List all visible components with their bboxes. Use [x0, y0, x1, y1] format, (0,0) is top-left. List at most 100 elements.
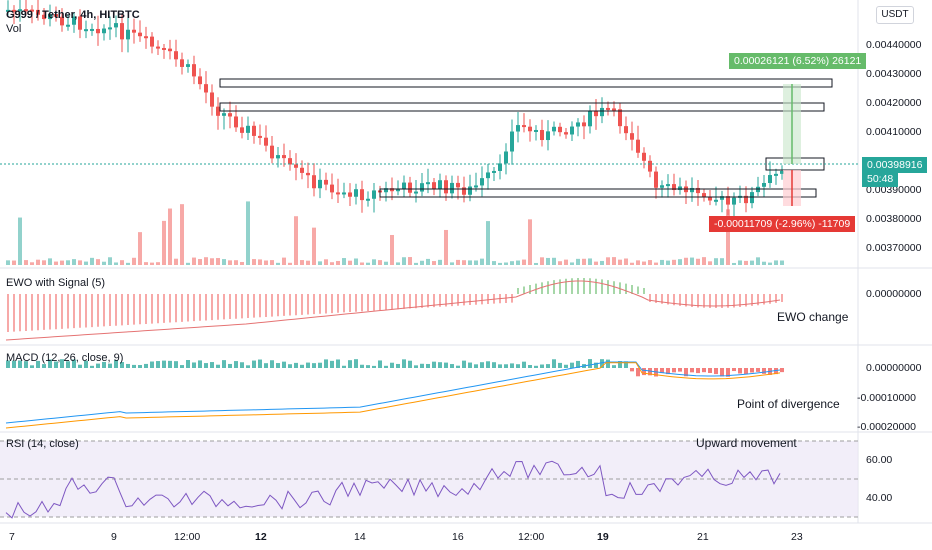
symbol-title: G999 / Tether, 4h, HITBTC	[6, 9, 140, 21]
volume-bar	[30, 262, 34, 265]
resistance-box	[219, 78, 833, 88]
volume-bar	[276, 262, 280, 265]
macd-bar	[348, 360, 352, 368]
candle	[648, 160, 652, 172]
volume-bar	[12, 260, 16, 265]
macd-bar	[720, 368, 724, 377]
volume-bar	[546, 257, 550, 265]
volume-bar	[708, 261, 712, 265]
volume-bar	[492, 261, 496, 265]
volume-bar	[666, 260, 670, 265]
current-price-tag: 0.00398916	[862, 157, 928, 173]
volume-bar	[336, 260, 340, 265]
volume-bar	[672, 259, 676, 265]
candle	[750, 192, 754, 204]
macd-bar	[324, 359, 328, 368]
macd-bar	[750, 368, 754, 373]
macd-bar	[444, 362, 448, 368]
volume-bar	[42, 260, 46, 265]
macd-bar	[30, 365, 34, 368]
macd-axis-tick: -0.00020000	[857, 421, 916, 433]
macd-bar	[558, 362, 562, 368]
volume-bar	[732, 262, 736, 265]
macd-bar	[516, 364, 520, 368]
macd-bar	[534, 365, 538, 368]
volume-bar	[240, 261, 244, 265]
candle	[246, 125, 250, 133]
candle	[306, 172, 310, 176]
volume-bar	[342, 258, 346, 265]
candle	[216, 106, 220, 116]
volume-bar	[762, 261, 766, 265]
candle	[420, 183, 424, 192]
volume-bar	[180, 204, 184, 265]
candle	[642, 152, 646, 161]
macd-bar	[642, 368, 646, 376]
volume-bar	[360, 262, 364, 265]
candle	[204, 84, 208, 93]
macd-bar	[294, 362, 298, 368]
volume-bar	[654, 262, 658, 265]
candle	[162, 47, 166, 50]
volume-bar	[534, 262, 538, 265]
candle	[678, 186, 682, 191]
volume-bar	[72, 259, 76, 265]
volume-bar	[348, 260, 352, 265]
candle	[396, 188, 400, 192]
time-tick: 21	[697, 531, 709, 543]
volume-bar	[390, 234, 394, 265]
volume-bar	[576, 258, 580, 265]
macd-bar	[696, 368, 700, 374]
macd-bar	[138, 365, 142, 368]
candle	[48, 14, 52, 20]
macd-bar	[468, 362, 472, 368]
candle	[282, 155, 286, 159]
macd-bar	[264, 363, 268, 368]
macd-bar	[48, 359, 52, 368]
macd-bar	[600, 359, 604, 368]
candle	[174, 51, 178, 60]
time-tick: 12:00	[518, 531, 545, 543]
volume-bar	[600, 260, 604, 265]
volume-bar	[594, 261, 598, 265]
volume-bar	[456, 259, 460, 265]
price-tick: 0.00420000	[866, 97, 922, 109]
macd-bar	[606, 359, 610, 368]
macd-bar	[366, 365, 370, 368]
candle	[696, 187, 700, 194]
candle	[30, 9, 34, 12]
volume-bar	[714, 258, 718, 265]
candle	[474, 185, 478, 188]
candle	[342, 192, 346, 195]
candle	[78, 16, 82, 30]
macd-bar	[192, 362, 196, 368]
macd-bar	[522, 361, 526, 368]
volume-bar	[498, 262, 502, 265]
macd-bar	[612, 365, 616, 368]
candle	[90, 28, 94, 31]
candle	[768, 175, 772, 183]
macd-bar	[762, 368, 766, 374]
volume-bar	[288, 262, 292, 265]
candle	[774, 173, 778, 176]
candle	[432, 182, 436, 189]
macd-bar	[114, 359, 118, 368]
candle	[486, 172, 490, 179]
candle	[330, 184, 334, 193]
candle	[630, 133, 634, 140]
volume-bar	[312, 227, 316, 265]
macd-bar	[732, 368, 736, 372]
macd-bar	[570, 362, 574, 368]
ewo-axis-tick: 0.00000000	[866, 288, 922, 300]
candle	[144, 36, 148, 39]
volume-bar	[396, 262, 400, 265]
volume-bar	[90, 257, 94, 265]
macd-bar	[384, 365, 388, 368]
measure-up-label: 0.00026121 (6.52%) 26121	[729, 53, 867, 69]
currency-button[interactable]: USDT	[876, 6, 914, 24]
volume-bar	[744, 260, 748, 265]
macd-bar	[738, 368, 742, 374]
candle	[120, 23, 124, 40]
volume-bar	[768, 262, 772, 265]
